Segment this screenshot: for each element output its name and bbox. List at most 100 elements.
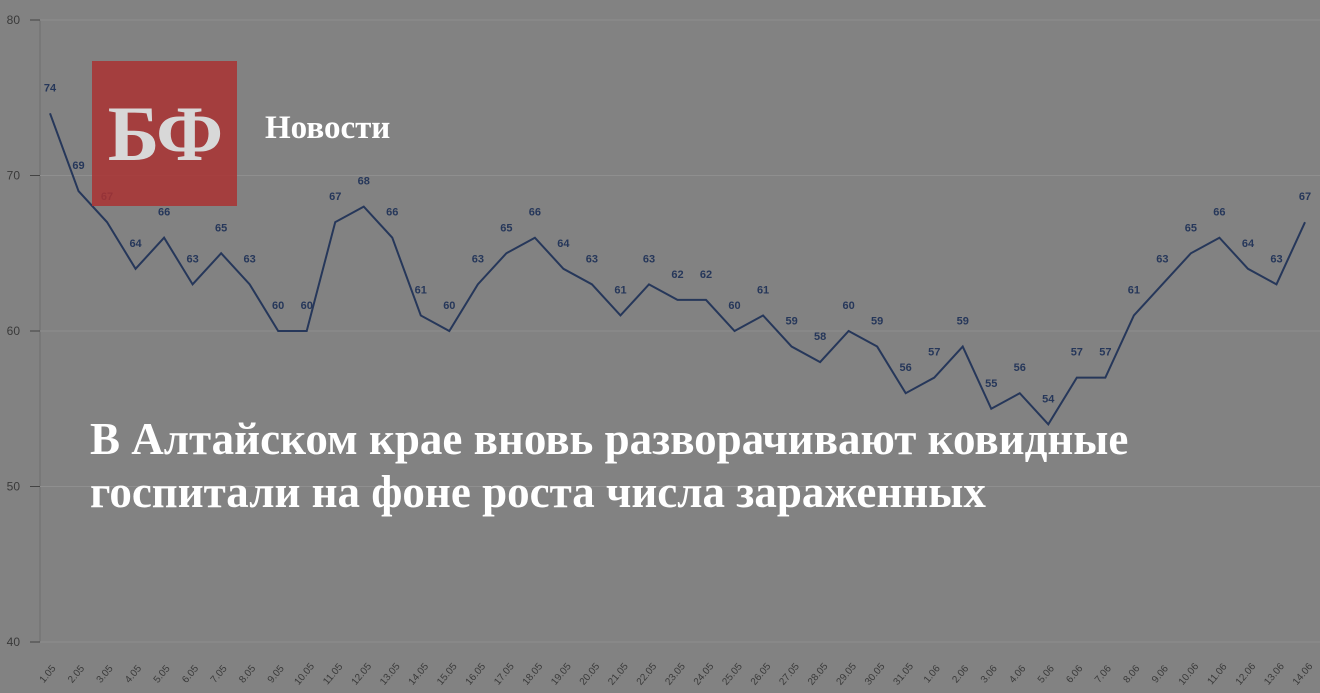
x-tick-label: 16.05 bbox=[464, 661, 489, 688]
data-label: 57 bbox=[1099, 347, 1111, 359]
y-tick-label: 70 bbox=[7, 169, 21, 183]
data-label: 56 bbox=[900, 362, 912, 374]
data-label: 61 bbox=[757, 284, 769, 296]
x-tick-label: 24.05 bbox=[692, 661, 717, 688]
data-label: 60 bbox=[443, 300, 455, 312]
data-label: 63 bbox=[1270, 253, 1282, 265]
data-label: 65 bbox=[1185, 222, 1197, 234]
x-tick-label: 10.05 bbox=[293, 661, 318, 688]
data-label: 54 bbox=[1042, 393, 1055, 405]
x-tick-label: 14.06 bbox=[1291, 661, 1316, 688]
x-tick-label: 26.05 bbox=[749, 661, 774, 688]
x-tick-label: 9.05 bbox=[266, 663, 287, 685]
data-label: 69 bbox=[72, 160, 84, 172]
data-label: 65 bbox=[215, 222, 227, 234]
data-label: 56 bbox=[1014, 362, 1026, 374]
y-tick-label: 40 bbox=[7, 635, 21, 649]
data-label: 63 bbox=[643, 253, 655, 265]
data-label: 61 bbox=[1128, 284, 1140, 296]
data-label: 64 bbox=[557, 238, 570, 250]
x-tick-label: 18.05 bbox=[521, 661, 546, 688]
x-tick-label: 4.06 bbox=[1007, 663, 1028, 685]
data-label: 59 bbox=[785, 316, 797, 328]
data-label: 67 bbox=[1299, 191, 1311, 203]
data-label: 62 bbox=[700, 269, 712, 281]
x-tick-label: 7.05 bbox=[209, 663, 230, 685]
data-label: 63 bbox=[244, 253, 256, 265]
x-tick-label: 4.05 bbox=[123, 663, 144, 685]
x-tick-label: 30.05 bbox=[863, 661, 888, 688]
headline[interactable]: В Алтайском крае вновь разворачивают ков… bbox=[90, 414, 1129, 517]
x-tick-label: 14.05 bbox=[407, 661, 432, 688]
x-tick-label: 13.05 bbox=[378, 661, 403, 688]
data-label: 67 bbox=[329, 191, 341, 203]
x-tick-label: 21.05 bbox=[606, 661, 631, 688]
data-label: 61 bbox=[614, 284, 626, 296]
x-tick-label: 6.05 bbox=[180, 663, 201, 685]
data-label: 66 bbox=[529, 207, 541, 219]
x-tick-label: 17.05 bbox=[492, 661, 517, 688]
x-tick-label: 25.05 bbox=[720, 661, 745, 688]
x-tick-label: 11.06 bbox=[1205, 661, 1229, 687]
x-tick-label: 31.05 bbox=[892, 661, 917, 688]
x-tick-label: 27.05 bbox=[777, 661, 802, 688]
data-label: 57 bbox=[928, 347, 940, 359]
data-label: 60 bbox=[728, 300, 740, 312]
x-tick-label: 13.06 bbox=[1262, 661, 1287, 688]
x-tick-label: 2.06 bbox=[950, 663, 971, 685]
x-tick-label: 1.06 bbox=[922, 663, 943, 685]
x-tick-label: 15.05 bbox=[435, 661, 460, 688]
x-tick-label: 8.05 bbox=[237, 663, 258, 685]
data-label: 63 bbox=[586, 253, 598, 265]
y-tick-label: 80 bbox=[7, 13, 21, 27]
data-label: 64 bbox=[129, 238, 142, 250]
data-label: 64 bbox=[1242, 238, 1255, 250]
logo[interactable]: БФ bbox=[92, 61, 237, 206]
data-label: 62 bbox=[671, 269, 683, 281]
x-tick-label: 12.06 bbox=[1234, 661, 1259, 688]
data-label: 66 bbox=[386, 207, 398, 219]
x-tick-label: 11.05 bbox=[321, 661, 345, 687]
data-label: 60 bbox=[301, 300, 313, 312]
data-label: 59 bbox=[871, 316, 883, 328]
data-label: 60 bbox=[272, 300, 284, 312]
x-tick-label: 12.05 bbox=[350, 661, 375, 688]
data-label: 57 bbox=[1071, 347, 1083, 359]
x-tick-label: 28.05 bbox=[806, 661, 831, 688]
data-label: 63 bbox=[186, 253, 198, 265]
data-label: 59 bbox=[957, 316, 969, 328]
x-tick-label: 5.05 bbox=[152, 663, 173, 685]
x-tick-label: 1.05 bbox=[38, 663, 59, 685]
data-label: 66 bbox=[158, 207, 170, 219]
x-tick-label: 22.05 bbox=[635, 661, 660, 688]
x-tick-label: 8.06 bbox=[1121, 663, 1142, 685]
x-tick-label: 9.06 bbox=[1150, 663, 1171, 685]
x-tick-label: 3.05 bbox=[95, 663, 116, 685]
data-label: 63 bbox=[472, 253, 484, 265]
data-label: 60 bbox=[843, 300, 855, 312]
y-tick-label: 60 bbox=[7, 324, 21, 338]
x-tick-label: 19.05 bbox=[549, 661, 574, 688]
x-tick-label: 2.05 bbox=[66, 663, 87, 685]
data-label: 58 bbox=[814, 331, 826, 343]
data-label: 66 bbox=[1213, 207, 1225, 219]
data-label: 55 bbox=[985, 378, 997, 390]
data-label: 74 bbox=[44, 82, 57, 94]
x-tick-label: 23.05 bbox=[663, 661, 688, 688]
y-tick-label: 50 bbox=[7, 480, 21, 494]
x-tick-label: 29.05 bbox=[834, 661, 859, 688]
data-label: 65 bbox=[500, 222, 512, 234]
x-tick-label: 5.06 bbox=[1036, 663, 1057, 685]
data-label: 63 bbox=[1156, 253, 1168, 265]
data-line bbox=[49, 112, 1306, 426]
x-tick-label: 3.06 bbox=[979, 663, 1000, 685]
section-title[interactable]: Новости bbox=[265, 110, 391, 146]
data-label: 61 bbox=[415, 284, 427, 296]
x-tick-label: 7.06 bbox=[1093, 663, 1114, 685]
data-label: 68 bbox=[358, 176, 370, 188]
x-tick-label: 10.06 bbox=[1177, 661, 1202, 688]
x-tick-label: 6.06 bbox=[1064, 663, 1085, 685]
x-tick-label: 20.05 bbox=[578, 661, 603, 688]
